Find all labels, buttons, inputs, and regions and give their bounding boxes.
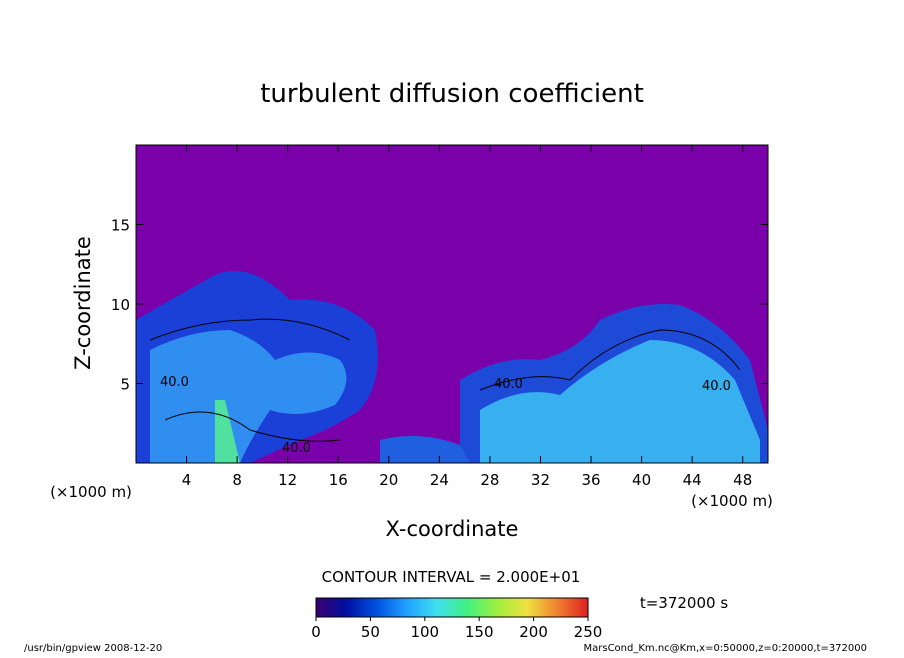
x-tick-label: 44 [683, 471, 702, 489]
x-tick-label: 8 [232, 471, 242, 489]
x-tick-label: 16 [329, 471, 348, 489]
x-tick-label: 48 [733, 471, 752, 489]
colorbar-tick-label: 200 [519, 623, 548, 641]
contour-interval: CONTOUR INTERVAL = 2.000E+01 [322, 568, 581, 586]
colorbar-tick-label: 100 [410, 623, 439, 641]
field [136, 270, 768, 463]
colorbar [315, 597, 589, 618]
y-tick-label: 5 [120, 376, 130, 394]
contour [164, 411, 341, 442]
x-axis-label: X-coordinate [386, 517, 519, 541]
x-tick-label: 4 [182, 471, 192, 489]
x-tick-label: 36 [581, 471, 600, 489]
y-tick-label: 10 [111, 296, 130, 314]
x-tick-label: 24 [430, 471, 449, 489]
field-region [150, 330, 347, 463]
contour-label: 40.0 [160, 375, 189, 390]
colorbar-tick-label: 250 [574, 623, 603, 641]
contour [149, 318, 351, 341]
colorbar-tick-label: 0 [311, 623, 321, 641]
colorbar-tick-label: 150 [465, 623, 494, 641]
footer-left: /usr/bin/gpview 2008-12-20 [24, 643, 162, 654]
x-tick-label: 20 [379, 471, 398, 489]
x-unit: (×1000 m) [691, 492, 773, 510]
footer-right: MarsCond_Km.nc@Km,x=0:50000,z=0:20000,t=… [584, 643, 868, 654]
time-label: t=372000 s [640, 594, 728, 612]
y-axis-label: Z-coordinate [71, 236, 95, 370]
y-tick-label: 15 [111, 217, 130, 235]
x-tick-label: 40 [632, 471, 651, 489]
colorbar-tick-label: 50 [361, 623, 380, 641]
contour [479, 329, 741, 391]
contour-label: 40.0 [702, 379, 731, 394]
contour-label: 40.0 [282, 441, 311, 456]
y-unit: (×1000 m) [50, 483, 132, 501]
contour-label: 40.0 [494, 377, 523, 392]
x-tick-label: 32 [531, 471, 550, 489]
chart-title: turbulent diffusion coefficient [260, 79, 644, 109]
x-tick-label: 28 [480, 471, 499, 489]
field-region [380, 436, 470, 463]
field-region [480, 340, 760, 463]
field-region [215, 400, 240, 463]
x-tick-label: 12 [278, 471, 297, 489]
